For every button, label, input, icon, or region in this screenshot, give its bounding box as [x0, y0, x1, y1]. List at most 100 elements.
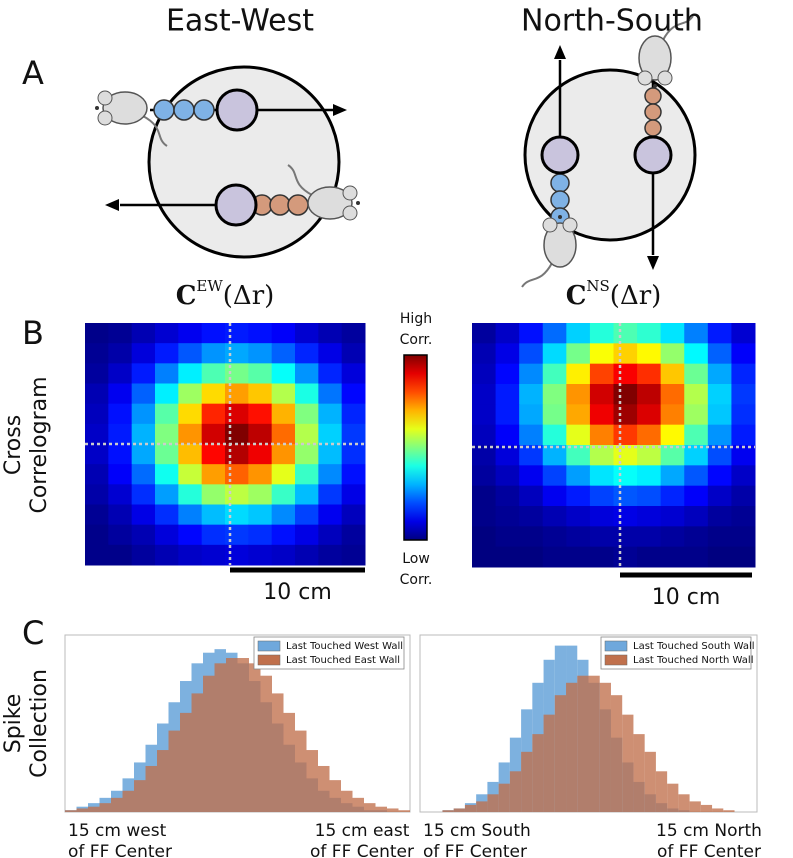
heatmap-cell	[707, 384, 732, 405]
heatmap-cell	[660, 363, 685, 385]
heatmap-cell	[495, 445, 520, 466]
heatmap-cell	[341, 484, 366, 505]
heatmap-cell	[707, 546, 732, 568]
heatmap-cell	[637, 404, 662, 426]
heatmap-cell	[542, 343, 567, 365]
heatmap-cell	[155, 383, 179, 405]
heatmap-cell	[271, 403, 296, 425]
row-label-line: Cross	[1, 415, 26, 475]
heatmap-cell	[637, 445, 662, 466]
heatmap-cell	[495, 404, 520, 426]
heatmap-cell	[731, 404, 756, 426]
heatmap-cell	[225, 383, 249, 405]
heatmap-cell	[589, 445, 614, 466]
histogram-bar	[498, 783, 510, 812]
heatmap-cell	[131, 403, 156, 425]
heatmap-cell	[707, 465, 732, 487]
heatmap-cell	[684, 445, 709, 466]
heatmap-cell	[589, 546, 614, 568]
heatmap-cell	[542, 506, 567, 527]
histogram-bar	[295, 730, 307, 812]
heatmap-cell	[684, 363, 709, 385]
histogram-bar	[352, 797, 364, 812]
heatmap-cell	[731, 384, 756, 405]
heatmap-cell	[613, 546, 638, 568]
column-header: East-West	[166, 4, 314, 39]
heatmap-cell	[131, 323, 156, 344]
heatmap-cell	[271, 343, 296, 364]
heatmap-cell	[271, 383, 296, 405]
heatmap-cell	[472, 506, 497, 527]
heatmap-cell	[318, 363, 343, 384]
heatmap-cell	[108, 423, 133, 445]
histogram-bar	[644, 751, 656, 812]
heatmap-cell	[542, 323, 567, 344]
heatmap-cell	[495, 465, 520, 487]
heatmap-cell	[684, 546, 709, 568]
histogram-bar	[272, 693, 284, 812]
title-base: C	[566, 281, 587, 311]
heatmap-cell	[613, 424, 638, 446]
heatmap-cell	[566, 424, 591, 446]
heatmap-cell	[318, 504, 343, 526]
heatmap-cell	[637, 424, 662, 446]
heatmap-cell	[519, 506, 544, 527]
heatmap-cell	[472, 546, 497, 568]
histogram-bar	[633, 734, 645, 812]
histogram-bar	[122, 790, 134, 812]
heatmap-cell	[201, 423, 226, 445]
heatmap-cell	[707, 526, 732, 548]
heatmap-cell	[271, 323, 296, 344]
heatmap-cell	[201, 464, 226, 485]
heatmap-cell	[589, 465, 614, 487]
heatmap-cell	[707, 424, 732, 446]
heatmap-cell	[225, 363, 249, 384]
heatmap-cell	[248, 403, 273, 425]
heatmap-cell	[519, 323, 544, 344]
heatmap-cell	[295, 383, 319, 405]
histogram-bar	[689, 801, 701, 812]
histogram-bar	[387, 808, 399, 812]
heatmap-cell	[318, 444, 343, 465]
histogram-bar	[341, 790, 353, 812]
heatmap-cell	[589, 384, 614, 405]
histogram-bar	[375, 806, 387, 812]
column-header: North-South	[521, 4, 703, 39]
heatmap-cell	[201, 484, 226, 505]
heatmap-cell	[566, 343, 591, 365]
heatmap-cell	[248, 343, 273, 364]
heatmap-cell	[566, 485, 591, 507]
heatmap-cell	[341, 343, 366, 364]
heatmap-cell	[85, 403, 109, 425]
heatmap-cell	[155, 403, 179, 425]
heatmap-cell	[295, 403, 319, 425]
heatmap-cell	[295, 544, 319, 566]
heatmap-cell	[131, 363, 156, 384]
heatmap-cell	[108, 484, 133, 505]
heatmap-cell	[731, 323, 756, 344]
heatmap-cell	[225, 343, 249, 364]
heatmap-cell	[495, 424, 520, 446]
histogram-bar	[398, 810, 410, 812]
heatmap-cell	[637, 526, 662, 548]
heatmap-cell	[108, 544, 133, 566]
heatmap-cell	[613, 526, 638, 548]
heatmap-cell	[684, 424, 709, 446]
heatmap-cell	[295, 524, 319, 546]
heatmap-cell	[472, 526, 497, 548]
histogram-bar	[487, 794, 499, 812]
heatmap-cell	[731, 506, 756, 527]
heatmap-cell	[566, 363, 591, 385]
heatmap-cell	[542, 384, 567, 405]
heatmap-cell	[519, 384, 544, 405]
heatmap-cell	[108, 524, 133, 546]
histogram-bar	[249, 663, 261, 812]
heatmap-cell	[155, 544, 179, 566]
heatmap-cell	[318, 464, 343, 485]
heatmap-cell	[131, 504, 156, 526]
heatmap-cell	[201, 323, 226, 344]
heatmap-cell	[318, 524, 343, 546]
heatmap-cell	[85, 444, 109, 465]
heatmap-cell	[707, 404, 732, 426]
